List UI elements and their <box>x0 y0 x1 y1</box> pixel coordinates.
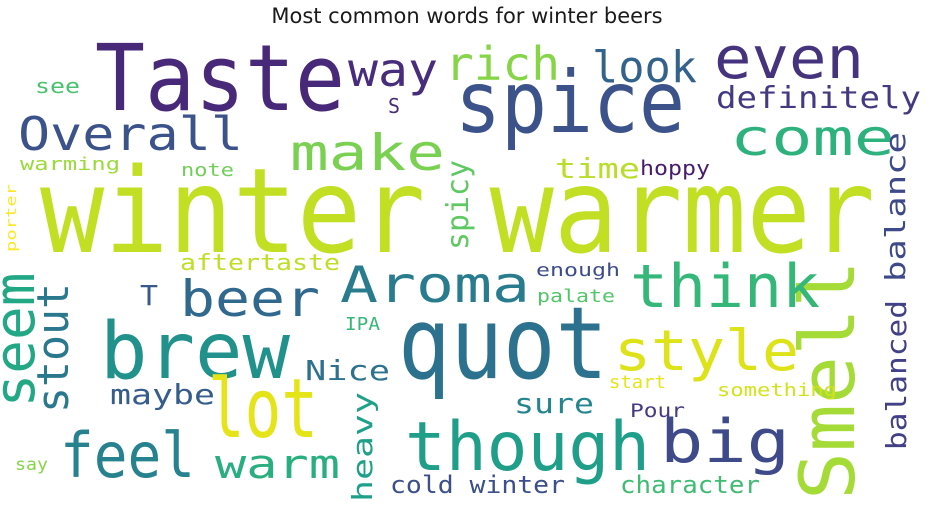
word-heavy: heavy <box>346 392 379 502</box>
word-balance: balance <box>879 132 912 282</box>
word-spicy: spicy <box>441 160 476 250</box>
word-t: T <box>140 279 158 312</box>
word-spice: spice <box>455 53 685 153</box>
word-rich: rich <box>445 37 560 91</box>
word-palate: palate <box>537 286 615 307</box>
word-note: note <box>181 160 234 181</box>
word-look: look <box>592 42 697 93</box>
word-lot: lot <box>208 362 318 457</box>
word-porter: porter <box>4 184 20 252</box>
word-way: way <box>348 43 438 97</box>
word-brew: brew <box>100 307 290 397</box>
word-maybe: maybe <box>110 378 215 411</box>
word-stout: stout <box>28 283 79 413</box>
word-winter-warmer: winter warmer <box>40 142 875 280</box>
word-warming: warming <box>20 154 120 175</box>
word-though: though <box>405 408 650 487</box>
word-style: style <box>614 319 799 384</box>
word-character: character <box>620 471 760 499</box>
word-overall: Overall <box>18 107 243 161</box>
word-time: time <box>555 152 640 185</box>
word-come: come <box>730 109 895 167</box>
word-seem: seem <box>0 273 48 408</box>
word-warm: warm <box>215 442 340 488</box>
word-aroma: Aroma <box>340 256 530 314</box>
word-taste: Taste <box>95 25 345 132</box>
word-balanced: balanced <box>880 300 913 450</box>
word-smell: Smell <box>783 260 872 500</box>
word-aftertaste: aftertaste <box>180 251 340 276</box>
word-feel: feel <box>60 419 195 492</box>
word-see: see <box>35 74 80 98</box>
word-beer: beer <box>180 270 320 328</box>
word-definitely: definitely <box>716 81 921 116</box>
word-big: big <box>660 407 790 477</box>
word-think: think <box>630 252 820 322</box>
word-enough: enough <box>536 260 620 281</box>
word-make: make <box>290 124 445 182</box>
word-pour: Pour <box>630 400 685 422</box>
word-hoppy: hoppy <box>640 156 710 180</box>
word-cold-winter: cold winter <box>390 471 565 499</box>
word-start: start <box>609 372 666 393</box>
word-nice: Nice <box>305 354 390 387</box>
chart-title: Most common words for winter beers <box>271 4 663 28</box>
word-s: S <box>388 94 400 118</box>
word-quot: quot <box>398 285 608 402</box>
word-even: even <box>714 24 864 92</box>
word-something: something <box>717 380 837 401</box>
word-ipa: IPA <box>345 314 380 335</box>
word-say: say <box>15 455 48 475</box>
word-sure: sure <box>514 387 594 420</box>
